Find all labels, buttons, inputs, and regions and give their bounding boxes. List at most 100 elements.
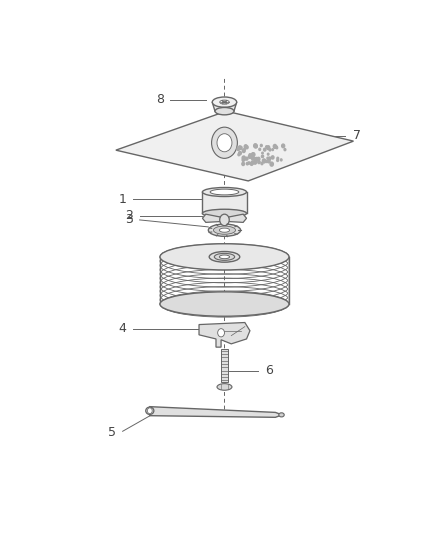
Ellipse shape — [213, 226, 236, 235]
Text: 6: 6 — [265, 364, 272, 377]
Circle shape — [261, 163, 263, 165]
Circle shape — [238, 154, 240, 156]
Circle shape — [246, 157, 248, 160]
Circle shape — [262, 156, 264, 157]
Circle shape — [239, 151, 241, 155]
Circle shape — [272, 149, 273, 150]
Circle shape — [262, 159, 266, 163]
Circle shape — [239, 146, 240, 148]
Ellipse shape — [160, 291, 289, 317]
Ellipse shape — [208, 224, 240, 236]
Circle shape — [246, 146, 248, 149]
Circle shape — [217, 134, 232, 152]
Ellipse shape — [214, 253, 235, 260]
Ellipse shape — [210, 189, 239, 195]
Circle shape — [244, 148, 246, 150]
Ellipse shape — [219, 255, 230, 259]
Circle shape — [254, 144, 257, 148]
Circle shape — [237, 147, 240, 150]
Circle shape — [257, 157, 260, 160]
Polygon shape — [199, 322, 250, 347]
Text: 7: 7 — [353, 130, 361, 142]
Circle shape — [269, 149, 271, 151]
Circle shape — [246, 163, 248, 165]
Circle shape — [244, 145, 247, 148]
Ellipse shape — [219, 228, 230, 232]
Circle shape — [266, 160, 268, 162]
Circle shape — [242, 156, 245, 160]
Circle shape — [267, 157, 268, 159]
Circle shape — [266, 146, 267, 148]
Polygon shape — [148, 407, 282, 417]
Circle shape — [264, 148, 266, 151]
Circle shape — [260, 144, 262, 147]
Circle shape — [242, 159, 244, 161]
Circle shape — [212, 127, 237, 158]
Circle shape — [258, 161, 260, 164]
Ellipse shape — [202, 188, 247, 197]
Polygon shape — [202, 214, 220, 222]
Circle shape — [276, 147, 278, 149]
Text: 5: 5 — [109, 426, 117, 439]
Circle shape — [271, 156, 274, 159]
Circle shape — [284, 149, 286, 151]
Circle shape — [259, 148, 261, 150]
Circle shape — [254, 158, 256, 160]
Ellipse shape — [160, 244, 289, 270]
Circle shape — [251, 157, 254, 160]
Text: 2: 2 — [126, 209, 133, 222]
Circle shape — [240, 146, 242, 149]
Circle shape — [270, 162, 273, 166]
Ellipse shape — [212, 97, 237, 107]
Circle shape — [248, 162, 250, 164]
Ellipse shape — [202, 209, 247, 217]
Ellipse shape — [220, 100, 229, 104]
Circle shape — [282, 144, 285, 148]
Ellipse shape — [160, 244, 289, 270]
Circle shape — [277, 157, 279, 159]
Circle shape — [148, 408, 152, 414]
Circle shape — [254, 160, 257, 164]
Circle shape — [254, 144, 257, 148]
Ellipse shape — [217, 384, 232, 390]
Ellipse shape — [160, 292, 289, 316]
Circle shape — [252, 153, 255, 156]
Circle shape — [256, 146, 257, 148]
Circle shape — [277, 159, 279, 161]
Circle shape — [267, 146, 270, 150]
Circle shape — [261, 155, 263, 158]
Circle shape — [273, 144, 276, 148]
Circle shape — [268, 157, 271, 160]
Circle shape — [250, 162, 253, 165]
Ellipse shape — [209, 252, 240, 262]
Circle shape — [248, 155, 251, 158]
Circle shape — [249, 154, 251, 156]
Circle shape — [242, 149, 245, 152]
Polygon shape — [288, 257, 289, 304]
Circle shape — [266, 160, 267, 163]
Polygon shape — [160, 257, 161, 304]
Circle shape — [251, 161, 254, 164]
Ellipse shape — [279, 413, 284, 417]
Polygon shape — [229, 214, 247, 222]
Polygon shape — [221, 349, 228, 382]
Circle shape — [267, 154, 269, 155]
Circle shape — [267, 146, 269, 149]
Circle shape — [251, 153, 254, 157]
Ellipse shape — [146, 407, 154, 415]
Circle shape — [242, 163, 244, 166]
Text: 3: 3 — [126, 213, 133, 225]
Circle shape — [218, 329, 225, 337]
Text: 4: 4 — [119, 322, 127, 335]
Polygon shape — [202, 192, 247, 213]
Circle shape — [244, 158, 246, 160]
Circle shape — [276, 146, 277, 148]
Ellipse shape — [222, 101, 227, 103]
Circle shape — [262, 152, 263, 154]
Circle shape — [220, 214, 229, 225]
Circle shape — [267, 159, 270, 163]
Circle shape — [280, 159, 282, 161]
Circle shape — [255, 157, 258, 161]
Polygon shape — [116, 111, 353, 181]
Ellipse shape — [215, 108, 234, 115]
